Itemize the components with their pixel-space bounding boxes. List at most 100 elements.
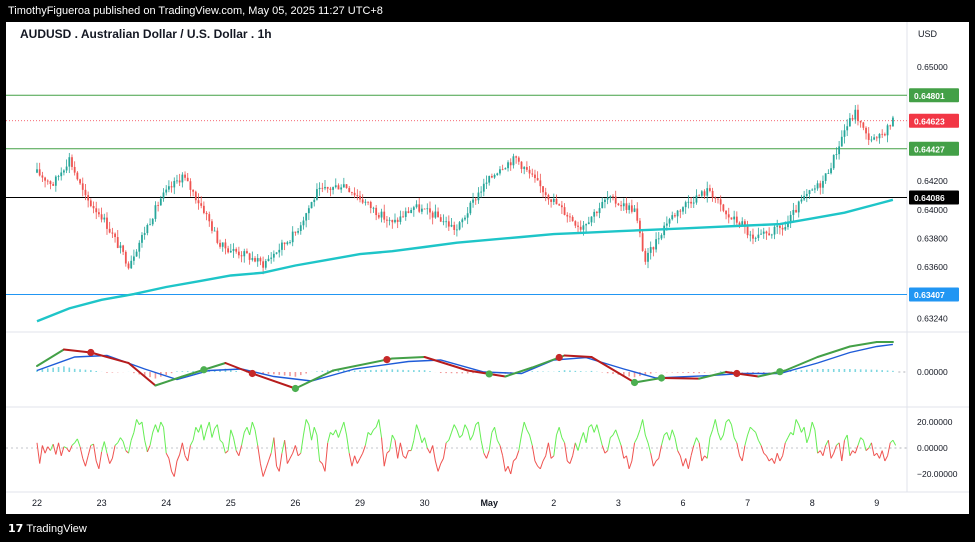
candle-body (719, 199, 722, 205)
candle-body (795, 209, 797, 213)
candle-body (44, 177, 46, 181)
candle-body (246, 251, 248, 254)
momentum-segment (181, 442, 186, 456)
histogram-bar (579, 371, 582, 372)
momentum-segment (827, 440, 832, 459)
candle-body (867, 133, 870, 140)
candle-body (256, 258, 259, 262)
momentum-tick-label: 0.00000 (917, 443, 948, 453)
candle-body (878, 133, 881, 139)
candle-body (536, 178, 539, 181)
histogram-bar (262, 372, 264, 374)
brand-bar: 17 TradingView (0, 514, 975, 542)
momentum-segment (636, 429, 641, 438)
histogram-bar (192, 371, 194, 372)
histogram-bar (413, 370, 415, 372)
momentum-segment (375, 419, 380, 428)
momentum-segment (720, 434, 724, 441)
histogram-bar (536, 371, 539, 372)
time-tick-label: 3 (616, 498, 621, 508)
candle-body (192, 189, 195, 192)
candle-body (447, 221, 450, 227)
momentum-segment (591, 424, 595, 433)
momentum-segment (319, 460, 323, 464)
histogram-bar (843, 369, 846, 372)
price-tick-label: 0.63240 (917, 313, 948, 323)
candle-body (133, 256, 135, 261)
histogram-bar (795, 370, 797, 372)
momentum-segment (467, 429, 471, 441)
candle-body (682, 207, 684, 212)
candle-body (36, 169, 38, 173)
candle-body (456, 229, 458, 231)
momentum-segment (736, 442, 741, 456)
chart-canvas[interactable]: AUDUSD . Australian Dollar / U.S. Dollar… (6, 22, 969, 514)
candle-body (361, 199, 364, 203)
candle-body (345, 184, 348, 189)
candle-body (827, 173, 830, 174)
candle-body (326, 186, 329, 189)
candle-body (542, 186, 544, 193)
histogram-bar (386, 369, 388, 372)
histogram-bar (57, 367, 60, 372)
histogram-bar (703, 372, 706, 373)
candle-body (412, 207, 415, 210)
histogram-bar (369, 370, 372, 372)
candle-body (813, 188, 816, 190)
momentum-segment (84, 455, 89, 467)
tradingview-logo[interactable]: 17 TradingView (8, 522, 87, 535)
histogram-bar (865, 369, 867, 372)
candle-body (482, 183, 485, 192)
candle-body (434, 211, 437, 218)
candle-body (227, 248, 230, 253)
candle-body (612, 196, 614, 198)
candle-body (789, 214, 792, 223)
candle-body (41, 175, 44, 178)
momentum-segment (195, 426, 199, 433)
momentum-segment (44, 446, 49, 454)
candle-body (671, 215, 674, 220)
candle-body (824, 173, 827, 181)
momentum-segment (327, 432, 331, 443)
momentum-segment (599, 434, 603, 446)
candle-body (660, 235, 663, 239)
momentum-segment (539, 460, 544, 469)
price-tick-label: 0.64000 (917, 205, 948, 215)
time-tick-label: 6 (680, 498, 685, 508)
momentum-segment (652, 460, 657, 467)
momentum-segment (36, 442, 41, 464)
cross-dot (485, 370, 493, 378)
candle-body (329, 188, 332, 190)
momentum-segment (321, 463, 326, 472)
candle-body (108, 228, 111, 233)
momentum-segment (128, 440, 132, 454)
momentum-segment (609, 434, 614, 438)
candle-body (348, 188, 351, 193)
momentum-segment (825, 439, 829, 446)
momentum-segment (892, 439, 897, 446)
histogram-bar (273, 372, 275, 375)
momentum-segment (278, 453, 283, 472)
histogram-bar (337, 369, 340, 372)
candle-body (593, 211, 596, 217)
momentum-segment (95, 460, 100, 469)
momentum-segment (765, 455, 770, 462)
momentum-segment (658, 445, 662, 459)
candle-body (762, 231, 765, 234)
chart-panel[interactable]: AUDUSD . Australian Dollar / U.S. Dollar… (6, 22, 969, 514)
momentum-segment (93, 444, 97, 462)
momentum-segment (179, 442, 183, 455)
momentum-segment (76, 438, 81, 447)
currency-label: USD (918, 29, 938, 39)
candle-body (797, 201, 800, 213)
candle-body (165, 189, 168, 193)
histogram-bar (870, 369, 873, 372)
momentum-segment (488, 432, 493, 451)
momentum-segment (71, 442, 76, 446)
candle-body (57, 176, 60, 177)
momentum-segment (55, 442, 60, 455)
candle-body (846, 126, 849, 131)
candle-body (442, 221, 445, 223)
momentum-segment (800, 426, 805, 433)
candle-body (111, 232, 114, 234)
